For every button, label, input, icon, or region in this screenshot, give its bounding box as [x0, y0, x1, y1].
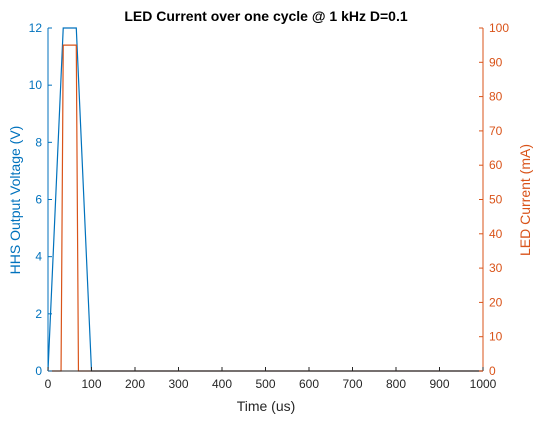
axes: 0 100 200 300 400 500 600 700 800 900 100002468101…	[29, 21, 510, 391]
y-left-tick-label: 8	[35, 135, 42, 149]
y-left-tick-label: 10	[29, 78, 43, 92]
y-right-tick-label: 90	[489, 55, 503, 69]
y-right-tick-label: 60	[489, 158, 503, 172]
x-tick-label: 400	[212, 377, 232, 391]
x-tick-label: 200	[125, 377, 145, 391]
y-right-tick-label: 40	[489, 227, 503, 241]
x-tick-label: 700	[342, 377, 362, 391]
plot-area	[47, 27, 483, 372]
x-tick-label: 100	[81, 377, 101, 391]
series-line-output-voltage	[47, 27, 483, 372]
y-axis-right-label: LED Current (mA)	[517, 144, 533, 256]
x-tick-label: 0	[45, 377, 52, 391]
y-right-tick-label: 0	[489, 364, 496, 378]
y-right-tick-label: 20	[489, 295, 503, 309]
y-right-tick-label: 10	[489, 330, 503, 344]
y-right-tick-label: 30	[489, 261, 503, 275]
y-right-tick-label: 70	[489, 124, 503, 138]
y-right-tick-label: 80	[489, 90, 503, 104]
y-left-tick-label: 0	[35, 364, 42, 378]
series-line-led-current	[48, 44, 483, 372]
x-tick-label: 900	[429, 377, 449, 391]
y-left-tick-label: 12	[29, 21, 43, 35]
y-right-tick-label: 50	[489, 193, 503, 207]
y-left-tick-label: 2	[35, 307, 42, 321]
x-tick-label: 1000	[470, 377, 497, 391]
x-tick-label: 300	[168, 377, 188, 391]
chart-title: LED Current over one cycle @ 1 kHz D=0.1	[124, 8, 407, 24]
y-left-tick-label: 6	[35, 193, 42, 207]
x-tick-label: 800	[386, 377, 406, 391]
x-tick-label: 600	[299, 377, 319, 391]
y-right-tick-label: 100	[489, 21, 509, 35]
x-axis-label: Time (us)	[237, 398, 296, 414]
y-axis-left-label: HHS Output Voltage (V)	[7, 126, 23, 275]
y-left-tick-label: 4	[35, 250, 42, 264]
x-tick-label: 500	[255, 377, 275, 391]
